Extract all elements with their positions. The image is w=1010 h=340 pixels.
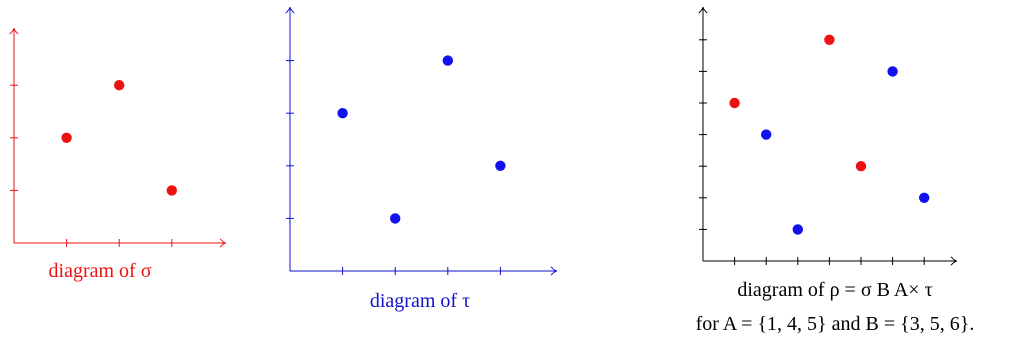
sigma-diagram bbox=[9, 27, 227, 248]
rho-diagram bbox=[698, 6, 958, 266]
data-point bbox=[887, 66, 898, 77]
x-axis-arrow bbox=[219, 238, 227, 248]
data-point bbox=[761, 129, 772, 140]
data-point bbox=[61, 132, 72, 143]
data-point bbox=[855, 161, 867, 172]
rho-caption-line-2: for A = {1, 4, 5} and B = {3, 5, 6}. bbox=[695, 313, 975, 335]
tau-caption: diagram of τ bbox=[369, 290, 471, 312]
data-point bbox=[390, 213, 401, 224]
y-axis-arrow bbox=[698, 6, 708, 14]
data-point bbox=[792, 224, 803, 235]
x-axis-arrow bbox=[950, 256, 958, 266]
data-point bbox=[442, 55, 453, 66]
data-point bbox=[729, 97, 740, 109]
y-axis-arrow bbox=[9, 27, 19, 35]
data-point bbox=[166, 185, 177, 196]
sigma-caption: diagram of σ bbox=[48, 260, 152, 282]
rho-caption-line-1: diagram of ρ = σ B A× τ bbox=[737, 279, 933, 301]
data-point bbox=[114, 80, 125, 91]
data-point bbox=[495, 160, 506, 171]
data-point bbox=[919, 192, 930, 203]
tau-diagram bbox=[285, 6, 558, 276]
y-axis-arrow bbox=[285, 6, 295, 14]
data-point bbox=[337, 108, 348, 119]
data-point bbox=[824, 34, 835, 45]
x-axis-arrow bbox=[550, 266, 558, 276]
